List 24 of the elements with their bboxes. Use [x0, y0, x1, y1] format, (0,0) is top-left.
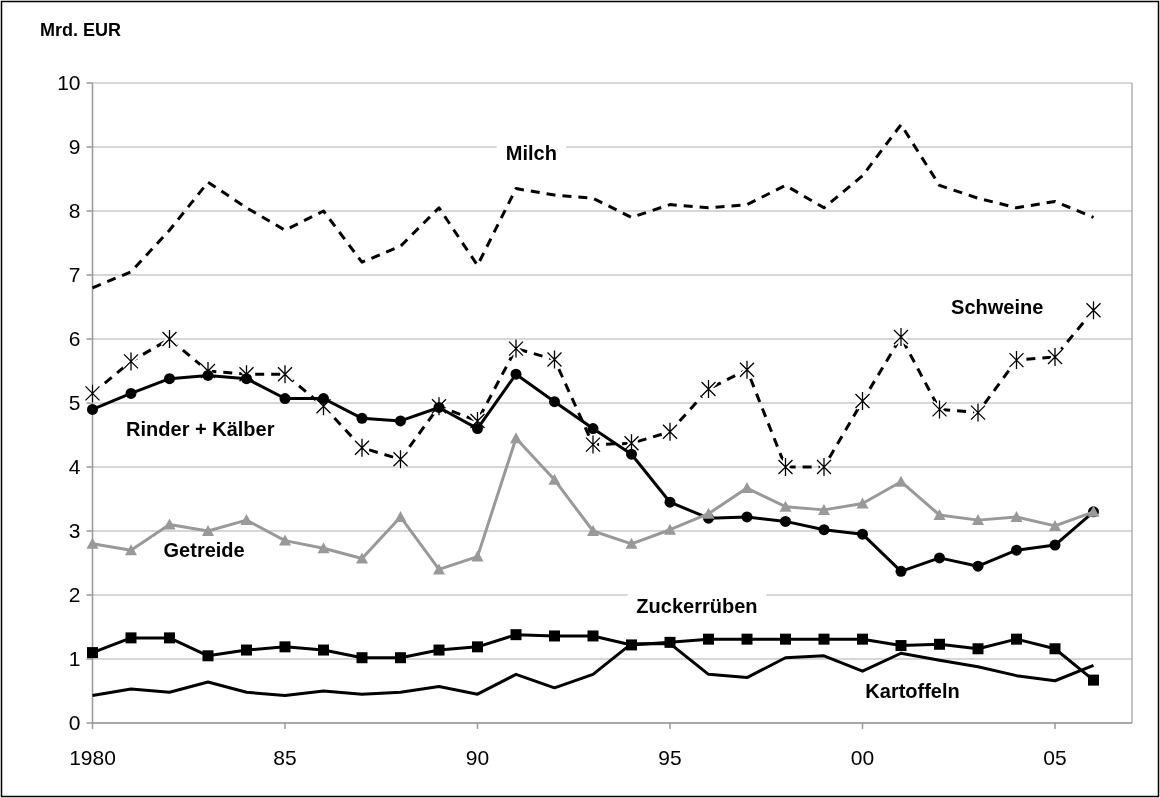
y-tick-label: 1 [68, 647, 81, 671]
y-tick-label: 10 [57, 71, 81, 95]
series-label: Schweine [951, 296, 1044, 318]
y-tick-label: 8 [68, 199, 81, 223]
x-tick-label: 00 [850, 746, 875, 769]
x-tick-label: 85 [273, 746, 297, 769]
series-label: Milch [505, 142, 557, 165]
y-tick-label: 7 [68, 263, 81, 287]
series-label: Rinder + Kälber [126, 417, 275, 440]
y-tick-label: 0 [68, 711, 81, 735]
x-tick-label: 95 [658, 746, 682, 769]
series-label: Getreide [163, 539, 245, 562]
y-tick-label: 5 [68, 391, 81, 415]
y-tick-label: 4 [68, 455, 81, 479]
y-tick-label: 9 [68, 135, 81, 159]
x-tick-label: 05 [1043, 746, 1067, 769]
x-tick-label: 1980 [69, 746, 116, 769]
y-tick-label: 2 [68, 583, 81, 607]
x-tick-label: 90 [465, 746, 490, 769]
y-tick-label: 6 [68, 327, 81, 351]
y-tick-label: 3 [68, 519, 81, 543]
series-label: Kartoffeln [865, 680, 960, 702]
series-label: Zuckerrüben [636, 594, 758, 617]
y-axis-title: Mrd. EUR [40, 20, 121, 40]
